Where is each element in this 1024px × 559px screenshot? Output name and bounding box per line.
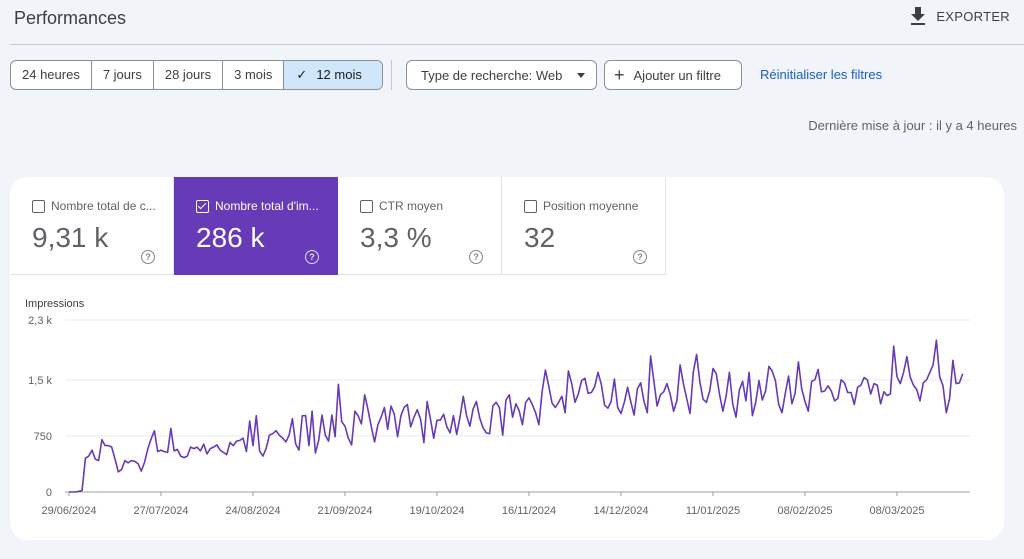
- last-updated-text: Dernière mise à jour : il y a 4 heures: [808, 118, 1017, 133]
- x-tick-label: 16/11/2024: [502, 505, 556, 517]
- x-tick-label: 08/03/2025: [869, 505, 924, 517]
- page-title: Performances: [14, 8, 127, 28]
- checkbox-checked-icon[interactable]: [196, 199, 209, 213]
- export-button[interactable]: EXPORTER: [910, 7, 1010, 25]
- date-option-28d[interactable]: 28 jours: [154, 61, 224, 89]
- x-tick-label: 21/09/2024: [317, 505, 372, 517]
- metric-average-position[interactable]: Position moyenne 32 ?: [502, 177, 666, 275]
- x-tick-label: 11/01/2025: [686, 505, 740, 517]
- reset-filters-link[interactable]: Réinitialiser les filtres: [760, 67, 883, 82]
- impressions-chart: 0 750 1,5 k 2,3 k 29/06/2024 27/07/2024 24/08/…: [28, 315, 970, 517]
- date-option-7d[interactable]: 7 jours: [92, 61, 154, 89]
- metric-label: Nombre total de c...: [51, 199, 156, 213]
- checkbox-icon[interactable]: [360, 199, 373, 213]
- x-tick-label: 19/10/2024: [409, 505, 464, 517]
- help-icon[interactable]: ?: [633, 250, 647, 264]
- x-tick-label: 24/08/2024: [225, 505, 280, 517]
- date-option-24h[interactable]: 24 heures: [11, 61, 92, 89]
- metric-average-ctr[interactable]: CTR moyen 3,3 % ?: [338, 177, 502, 275]
- search-type-dropdown[interactable]: Type de recherche: Web: [406, 60, 597, 90]
- performance-card: Nombre total de c... 9,31 k ? Nombre tot…: [10, 177, 1004, 540]
- x-tick-label: 27/07/2024: [133, 505, 188, 517]
- metric-label: Position moyenne: [543, 199, 639, 213]
- y-tick-label: 1,5 k: [28, 375, 52, 387]
- caret-down-icon: [577, 73, 585, 78]
- metric-value: 3,3 %: [360, 222, 432, 253]
- metric-total-clicks[interactable]: Nombre total de c... 9,31 k ?: [10, 177, 174, 275]
- date-option-3m[interactable]: 3 mois: [223, 61, 285, 89]
- date-range-selector: 24 heures 7 jours 28 jours 3 mois ✓ 12 mo…: [10, 60, 383, 90]
- metric-label: CTR moyen: [379, 199, 444, 213]
- search-type-label: Type de recherche: Web: [421, 67, 563, 83]
- help-icon[interactable]: ?: [469, 250, 483, 264]
- date-option-12m[interactable]: ✓ 12 mois: [284, 61, 382, 89]
- help-icon[interactable]: ?: [141, 250, 155, 264]
- series-line-impressions[interactable]: [69, 339, 964, 493]
- check-icon: ✓: [296, 67, 308, 82]
- help-icon[interactable]: ?: [305, 250, 319, 264]
- metric-value: 286 k: [196, 222, 265, 253]
- metric-value: 32: [524, 222, 556, 253]
- metric-total-impressions[interactable]: Nombre total d'im... 286 k ?: [174, 177, 338, 275]
- add-filter-button[interactable]: + Ajouter un filtre: [604, 60, 742, 90]
- header-divider: [10, 44, 1024, 45]
- x-tick-label: 29/06/2024: [41, 505, 96, 517]
- x-tick-label: 08/02/2025: [777, 505, 832, 517]
- metric-label: Nombre total d'im...: [215, 199, 319, 213]
- download-icon: [911, 7, 926, 25]
- export-label: EXPORTER: [936, 8, 1010, 24]
- add-filter-label: Ajouter un filtre: [633, 67, 721, 83]
- y-tick-label: 2,3 k: [28, 315, 52, 327]
- filter-divider: [391, 60, 392, 90]
- y-tick-label: 0: [46, 487, 52, 499]
- metric-value: 9,31 k: [32, 222, 109, 253]
- plus-icon: +: [614, 65, 625, 85]
- checkbox-icon[interactable]: [524, 199, 537, 213]
- chart-y-axis-label: Impressions: [25, 298, 85, 310]
- x-tick-label: 14/12/2024: [593, 505, 648, 517]
- y-tick-label: 750: [34, 431, 52, 443]
- checkbox-icon[interactable]: [32, 199, 45, 213]
